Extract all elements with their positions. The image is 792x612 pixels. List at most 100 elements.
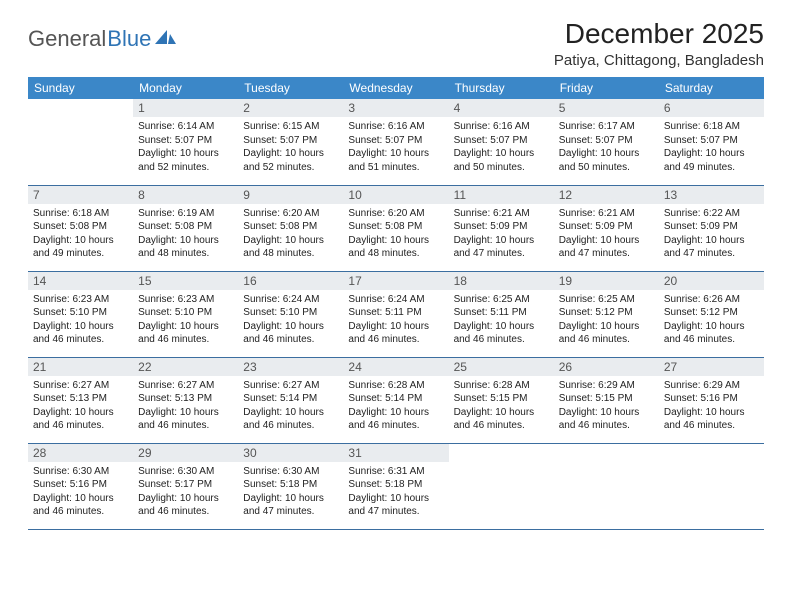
sunrise-text: Sunrise: 6:24 AM <box>348 293 443 307</box>
day-body: Sunrise: 6:28 AMSunset: 5:14 PMDaylight:… <box>343 376 448 437</box>
daylight-text: Daylight: 10 hours and 46 minutes. <box>243 320 338 347</box>
sunrise-text: Sunrise: 6:24 AM <box>243 293 338 307</box>
day-body: Sunrise: 6:30 AMSunset: 5:18 PMDaylight:… <box>238 462 343 523</box>
day-number: 27 <box>659 358 764 376</box>
sunrise-text: Sunrise: 6:17 AM <box>559 120 654 134</box>
weekday-header: Wednesday <box>343 77 448 99</box>
day-number: 28 <box>28 444 133 462</box>
sunset-text: Sunset: 5:18 PM <box>243 478 338 492</box>
calendar-week-row: 14Sunrise: 6:23 AMSunset: 5:10 PMDayligh… <box>28 271 764 357</box>
sunrise-text: Sunrise: 6:15 AM <box>243 120 338 134</box>
daylight-text: Daylight: 10 hours and 51 minutes. <box>348 147 443 174</box>
calendar-week-row: 28Sunrise: 6:30 AMSunset: 5:16 PMDayligh… <box>28 443 764 529</box>
calendar-day-cell: 16Sunrise: 6:24 AMSunset: 5:10 PMDayligh… <box>238 271 343 357</box>
day-number: 15 <box>133 272 238 290</box>
day-number: 29 <box>133 444 238 462</box>
sunrise-text: Sunrise: 6:22 AM <box>664 207 759 221</box>
day-number: 31 <box>343 444 448 462</box>
sunrise-text: Sunrise: 6:27 AM <box>33 379 128 393</box>
sunrise-text: Sunrise: 6:28 AM <box>454 379 549 393</box>
sunset-text: Sunset: 5:07 PM <box>559 134 654 148</box>
sunrise-text: Sunrise: 6:30 AM <box>33 465 128 479</box>
sunrise-text: Sunrise: 6:20 AM <box>243 207 338 221</box>
sunset-text: Sunset: 5:16 PM <box>664 392 759 406</box>
sunrise-text: Sunrise: 6:30 AM <box>243 465 338 479</box>
sunrise-text: Sunrise: 6:27 AM <box>243 379 338 393</box>
day-body: Sunrise: 6:19 AMSunset: 5:08 PMDaylight:… <box>133 204 238 265</box>
day-number: 18 <box>449 272 554 290</box>
sunset-text: Sunset: 5:08 PM <box>348 220 443 234</box>
logo-text-general: General <box>28 26 106 52</box>
day-body: Sunrise: 6:18 AMSunset: 5:08 PMDaylight:… <box>28 204 133 265</box>
day-number: 21 <box>28 358 133 376</box>
day-number: 7 <box>28 186 133 204</box>
calendar-day-cell: 4Sunrise: 6:16 AMSunset: 5:07 PMDaylight… <box>449 99 554 185</box>
calendar-page: General Blue December 2025 Patiya, Chitt… <box>0 0 792 548</box>
location-subtitle: Patiya, Chittagong, Bangladesh <box>554 52 764 69</box>
sunset-text: Sunset: 5:07 PM <box>348 134 443 148</box>
daylight-text: Daylight: 10 hours and 49 minutes. <box>33 234 128 261</box>
day-body: Sunrise: 6:25 AMSunset: 5:11 PMDaylight:… <box>449 290 554 351</box>
day-number: 4 <box>449 99 554 117</box>
page-title: December 2025 <box>554 18 764 50</box>
calendar-day-cell: 11Sunrise: 6:21 AMSunset: 5:09 PMDayligh… <box>449 185 554 271</box>
day-body: Sunrise: 6:26 AMSunset: 5:12 PMDaylight:… <box>659 290 764 351</box>
weekday-header: Saturday <box>659 77 764 99</box>
daylight-text: Daylight: 10 hours and 48 minutes. <box>138 234 233 261</box>
day-body: Sunrise: 6:27 AMSunset: 5:13 PMDaylight:… <box>133 376 238 437</box>
day-number: 26 <box>554 358 659 376</box>
daylight-text: Daylight: 10 hours and 47 minutes. <box>348 492 443 519</box>
sunset-text: Sunset: 5:11 PM <box>348 306 443 320</box>
day-body: Sunrise: 6:29 AMSunset: 5:16 PMDaylight:… <box>659 376 764 437</box>
calendar-day-cell: 30Sunrise: 6:30 AMSunset: 5:18 PMDayligh… <box>238 443 343 529</box>
sunrise-text: Sunrise: 6:25 AM <box>454 293 549 307</box>
sunrise-text: Sunrise: 6:23 AM <box>33 293 128 307</box>
sunset-text: Sunset: 5:07 PM <box>664 134 759 148</box>
calendar-day-cell: 5Sunrise: 6:17 AMSunset: 5:07 PMDaylight… <box>554 99 659 185</box>
day-body: Sunrise: 6:27 AMSunset: 5:14 PMDaylight:… <box>238 376 343 437</box>
daylight-text: Daylight: 10 hours and 46 minutes. <box>664 406 759 433</box>
calendar-day-cell: 3Sunrise: 6:16 AMSunset: 5:07 PMDaylight… <box>343 99 448 185</box>
sunrise-text: Sunrise: 6:31 AM <box>348 465 443 479</box>
daylight-text: Daylight: 10 hours and 49 minutes. <box>664 147 759 174</box>
daylight-text: Daylight: 10 hours and 46 minutes. <box>348 320 443 347</box>
calendar-day-cell: 1Sunrise: 6:14 AMSunset: 5:07 PMDaylight… <box>133 99 238 185</box>
sunset-text: Sunset: 5:11 PM <box>454 306 549 320</box>
daylight-text: Daylight: 10 hours and 50 minutes. <box>454 147 549 174</box>
day-number <box>659 444 764 462</box>
day-number: 22 <box>133 358 238 376</box>
sunrise-text: Sunrise: 6:23 AM <box>138 293 233 307</box>
calendar-day-cell: 12Sunrise: 6:21 AMSunset: 5:09 PMDayligh… <box>554 185 659 271</box>
calendar-day-cell: 22Sunrise: 6:27 AMSunset: 5:13 PMDayligh… <box>133 357 238 443</box>
day-body: Sunrise: 6:23 AMSunset: 5:10 PMDaylight:… <box>28 290 133 351</box>
day-body: Sunrise: 6:15 AMSunset: 5:07 PMDaylight:… <box>238 117 343 178</box>
sunset-text: Sunset: 5:16 PM <box>33 478 128 492</box>
day-number <box>28 99 133 117</box>
calendar-day-cell: 17Sunrise: 6:24 AMSunset: 5:11 PMDayligh… <box>343 271 448 357</box>
calendar-week-row: 1Sunrise: 6:14 AMSunset: 5:07 PMDaylight… <box>28 99 764 185</box>
day-body: Sunrise: 6:21 AMSunset: 5:09 PMDaylight:… <box>449 204 554 265</box>
calendar-day-cell: 9Sunrise: 6:20 AMSunset: 5:08 PMDaylight… <box>238 185 343 271</box>
sunset-text: Sunset: 5:10 PM <box>33 306 128 320</box>
day-number: 1 <box>133 99 238 117</box>
sunset-text: Sunset: 5:10 PM <box>138 306 233 320</box>
day-body: Sunrise: 6:16 AMSunset: 5:07 PMDaylight:… <box>343 117 448 178</box>
sunrise-text: Sunrise: 6:26 AM <box>664 293 759 307</box>
sunset-text: Sunset: 5:15 PM <box>559 392 654 406</box>
daylight-text: Daylight: 10 hours and 47 minutes. <box>664 234 759 261</box>
calendar-day-cell: 7Sunrise: 6:18 AMSunset: 5:08 PMDaylight… <box>28 185 133 271</box>
day-number: 13 <box>659 186 764 204</box>
weekday-header: Friday <box>554 77 659 99</box>
weekday-header: Sunday <box>28 77 133 99</box>
day-number: 19 <box>554 272 659 290</box>
day-body: Sunrise: 6:30 AMSunset: 5:17 PMDaylight:… <box>133 462 238 523</box>
sunrise-text: Sunrise: 6:16 AM <box>454 120 549 134</box>
sunset-text: Sunset: 5:15 PM <box>454 392 549 406</box>
sunset-text: Sunset: 5:14 PM <box>348 392 443 406</box>
day-body: Sunrise: 6:20 AMSunset: 5:08 PMDaylight:… <box>238 204 343 265</box>
day-number: 30 <box>238 444 343 462</box>
daylight-text: Daylight: 10 hours and 46 minutes. <box>138 320 233 347</box>
calendar-day-cell: 28Sunrise: 6:30 AMSunset: 5:16 PMDayligh… <box>28 443 133 529</box>
calendar-day-cell: 19Sunrise: 6:25 AMSunset: 5:12 PMDayligh… <box>554 271 659 357</box>
daylight-text: Daylight: 10 hours and 46 minutes. <box>559 320 654 347</box>
